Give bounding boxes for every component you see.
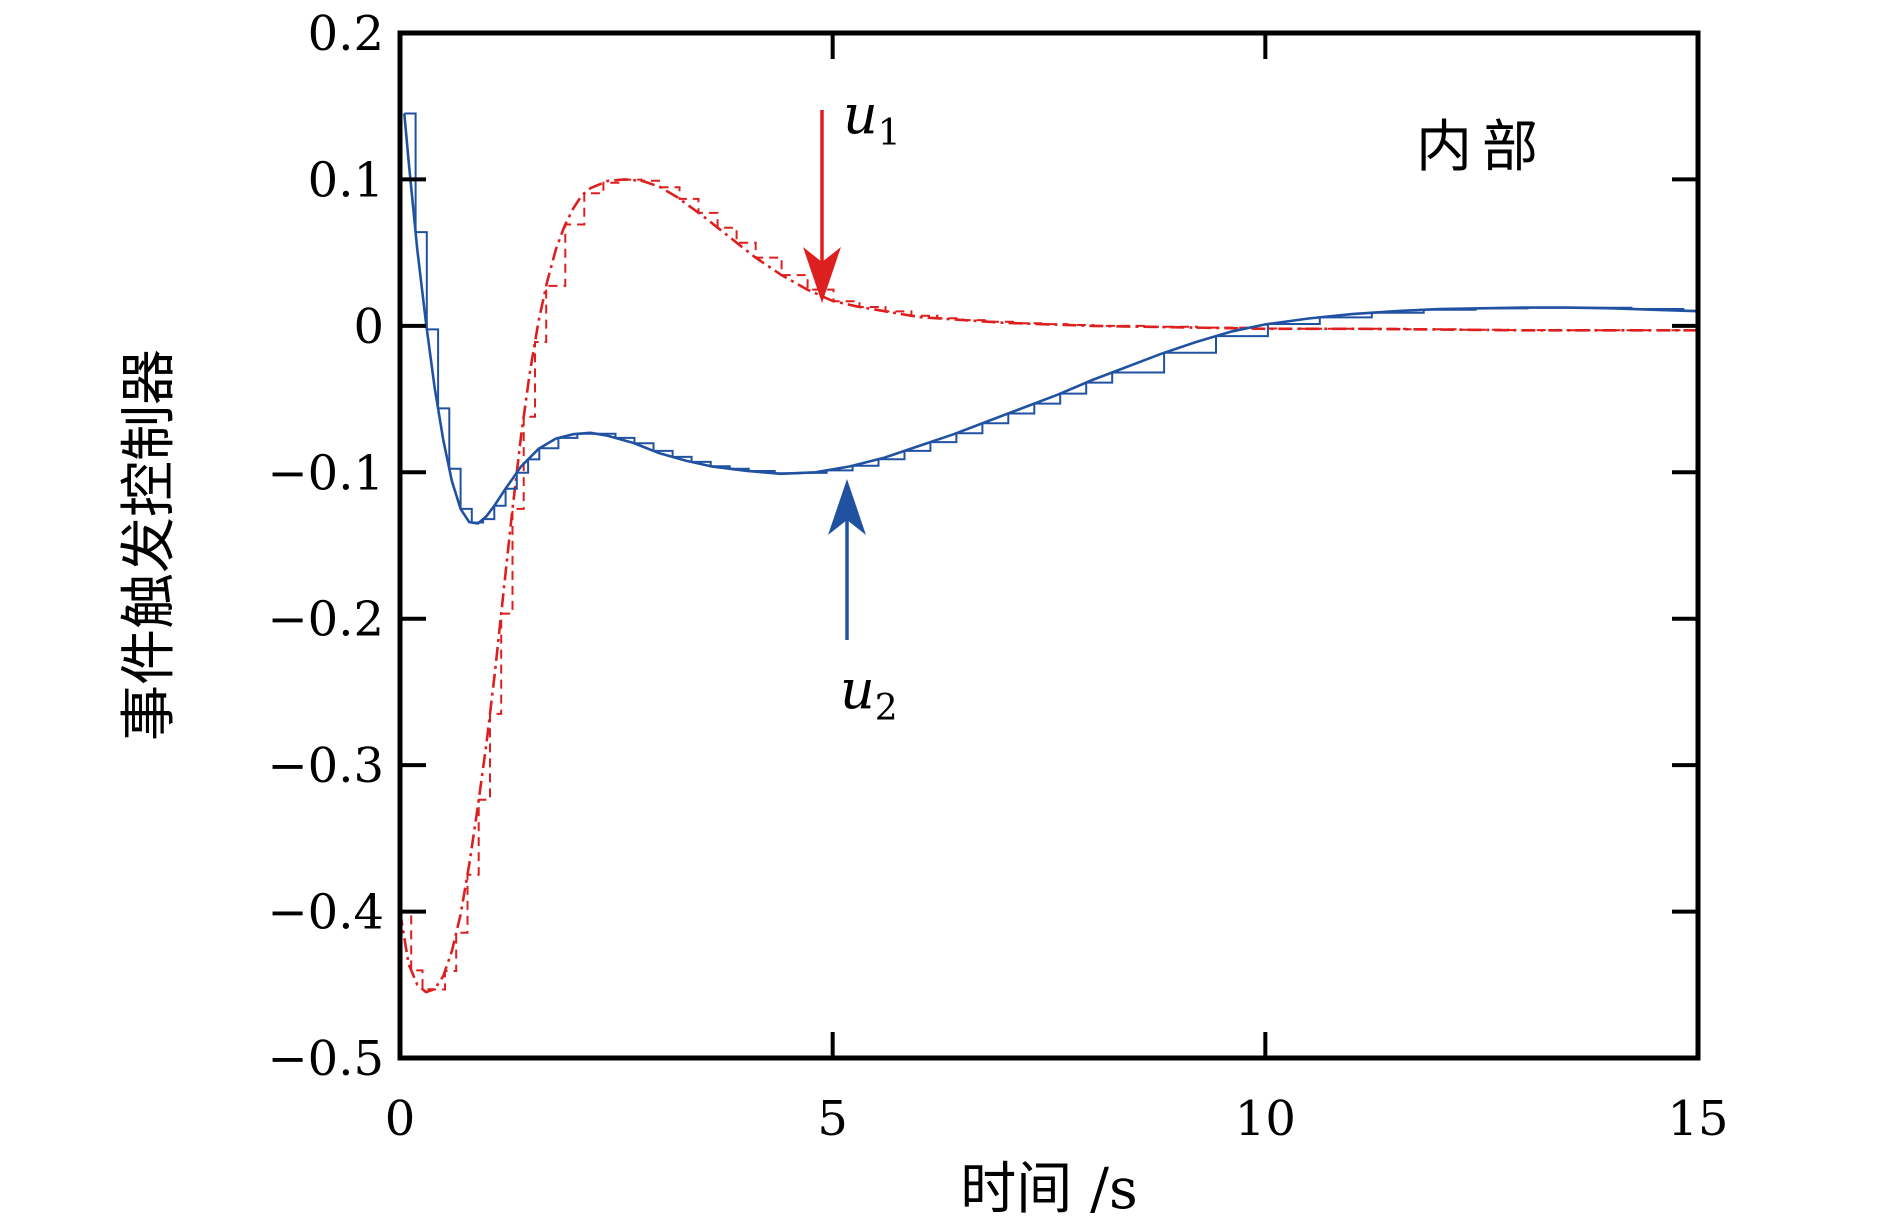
plot-frame [397,30,1701,1061]
axes-frame [397,30,1701,1061]
x-tick-label: 15 [1667,1091,1728,1147]
x-axis-label: 时间 /s [960,1157,1137,1222]
y-tick-label: 0.2 [308,6,384,62]
y-tick-label: −0.2 [267,592,384,648]
tick-labels: 0 5 10 15 0.2 0.1 0 −0.1 −0.2 −0.3 −0.4 −0.5 [267,6,1728,1147]
series-layer [398,112,1699,994]
y-tick-label: 0.1 [308,152,384,208]
x-tick-label: 0 [385,1091,416,1147]
x-tick-label: 10 [1235,1091,1296,1147]
y-tick-label: −0.1 [267,445,384,501]
series-u2 [403,113,1699,525]
y-tick-label: 0 [353,299,384,355]
u2-arrowhead-icon [828,479,866,535]
y-axis-label: 事件触发控制器 [117,349,182,741]
x-tick-label: 5 [817,1091,848,1147]
corner-annotation: 内部 [1416,115,1548,180]
series-u1-steps [400,178,1698,991]
y-tick-label: −0.5 [267,1031,384,1087]
series-u1 [398,178,1698,994]
u2-annotation: u2 [828,479,898,729]
u1-label: u1 [843,83,901,154]
u2-label: u2 [840,658,898,729]
y-tick-label: −0.4 [267,885,384,941]
y-tick-label: −0.3 [267,738,384,794]
u1-arrowhead-icon [803,247,841,303]
u1-annotation: u1 [803,83,901,303]
